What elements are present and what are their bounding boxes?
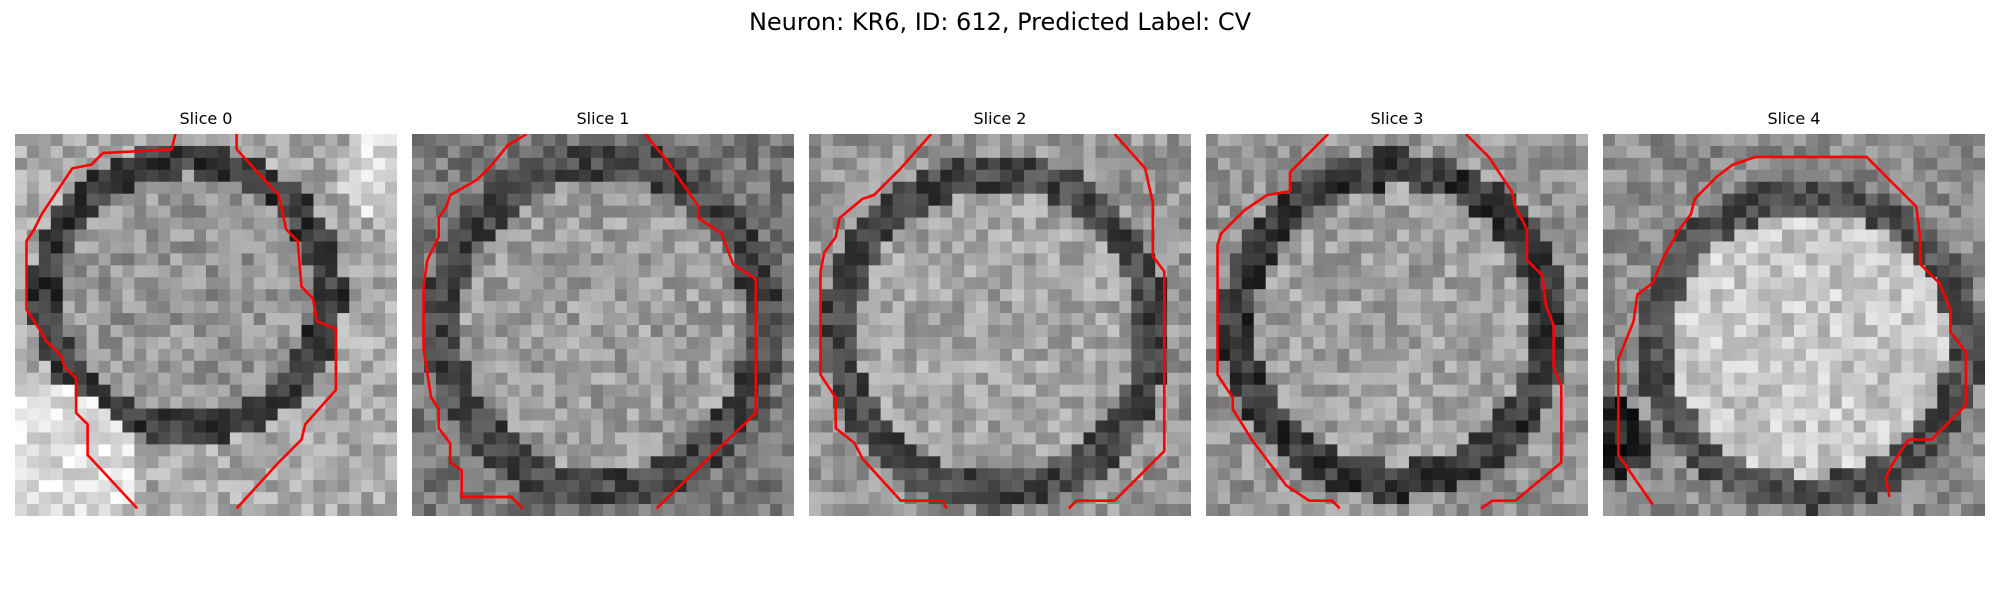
segmentation-contour [1884, 404, 1967, 498]
slice-panel-4: Slice 4 [1603, 108, 1985, 518]
pixel-grid [15, 134, 397, 516]
slice-title: Slice 2 [973, 109, 1027, 128]
segmentation-contour [422, 134, 528, 510]
slice-image [1603, 134, 1985, 516]
slice-image [15, 134, 397, 516]
slice-panel-3: Slice 3 [1206, 108, 1588, 518]
segmentation-contour [1617, 155, 1968, 506]
slice-image [1206, 134, 1588, 516]
pixel-grid [1206, 134, 1588, 516]
slice-image [412, 134, 794, 516]
slice-image [809, 134, 1191, 516]
slice-title: Slice 3 [1370, 109, 1424, 128]
slice-panel-1: Slice 1 [412, 108, 794, 518]
segmentation-contour [25, 134, 177, 510]
pixel-grid [809, 134, 1191, 516]
pixel-grid [412, 134, 794, 516]
segmentation-contour [819, 134, 948, 509]
figure-title: Neuron: KR6, ID: 612, Predicted Label: C… [748, 8, 1252, 36]
slice-title: Slice 4 [1767, 109, 1821, 128]
slice-panel-2: Slice 2 [809, 108, 1191, 518]
segmentation-contour [235, 134, 338, 510]
pixel-grid [1603, 134, 1985, 516]
segmentation-contour [1464, 134, 1563, 510]
segmentation-contour [644, 134, 758, 510]
slice-panel-0: Slice 0 [15, 108, 397, 518]
segmentation-contour [1216, 134, 1341, 510]
slice-title: Slice 0 [179, 109, 233, 128]
segmentation-contour [1067, 134, 1166, 510]
slice-title: Slice 1 [576, 109, 630, 128]
